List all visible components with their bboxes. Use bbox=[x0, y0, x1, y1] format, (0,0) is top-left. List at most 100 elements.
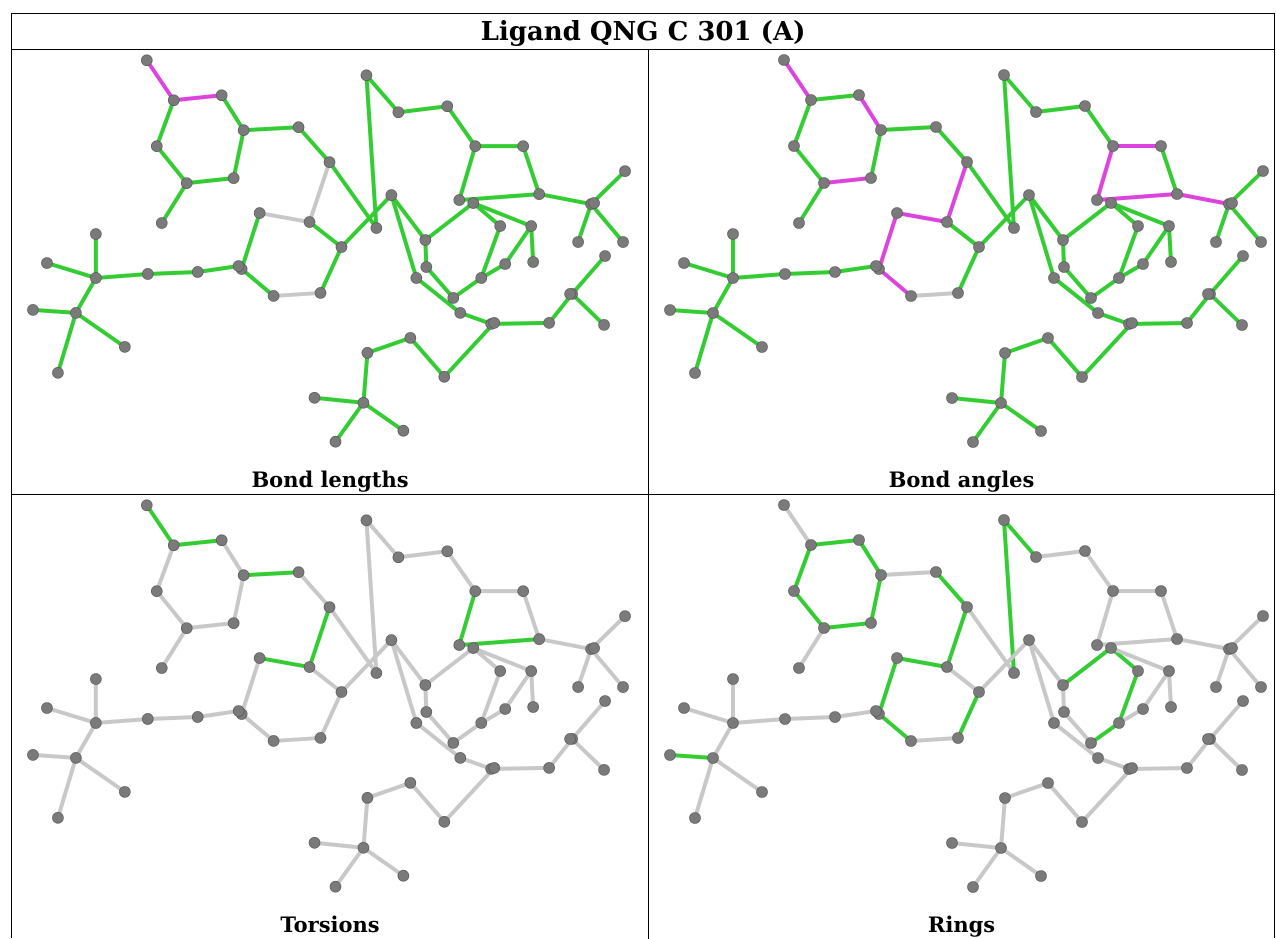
atom bbox=[499, 258, 512, 270]
bond-VW bbox=[414, 720, 463, 760]
bond-ffx bbox=[159, 626, 189, 671]
bond-IK bbox=[55, 310, 78, 375]
bond-hi bbox=[934, 570, 969, 609]
bond-aiaj bbox=[312, 840, 366, 850]
bond-Uad bbox=[529, 669, 536, 709]
atom bbox=[27, 304, 39, 316]
bond-PQ bbox=[1117, 669, 1140, 725]
atom bbox=[454, 752, 467, 764]
atom bbox=[967, 881, 979, 893]
atom bbox=[90, 673, 102, 685]
atom bbox=[438, 816, 451, 828]
atom bbox=[370, 222, 383, 234]
atom bbox=[1202, 733, 1214, 745]
bond-aial bbox=[333, 845, 366, 889]
atom bbox=[488, 317, 501, 329]
bond-IL bbox=[711, 756, 764, 794]
bond-aial bbox=[333, 400, 366, 444]
bond-pq bbox=[364, 518, 379, 676]
atom bbox=[232, 705, 245, 717]
bond-FD bbox=[93, 271, 150, 280]
bond-ahai bbox=[999, 351, 1007, 405]
bond-MV bbox=[389, 638, 419, 725]
atom bbox=[1023, 189, 1035, 201]
bond-ab bbox=[144, 58, 176, 103]
atom bbox=[267, 290, 280, 302]
atom bbox=[930, 121, 942, 133]
atom bbox=[905, 735, 917, 747]
bond-kl bbox=[877, 656, 899, 716]
bond-hi bbox=[296, 125, 332, 165]
bond-dh bbox=[241, 570, 301, 578]
atom bbox=[1057, 234, 1069, 246]
bond-no bbox=[956, 690, 981, 740]
bond-aiak bbox=[361, 845, 406, 878]
atom bbox=[891, 652, 903, 664]
bond-DE bbox=[44, 260, 98, 280]
bond-qr bbox=[364, 73, 401, 115]
bond-wt bbox=[457, 144, 478, 203]
atom bbox=[572, 236, 584, 248]
bond-aeaf bbox=[1080, 321, 1134, 379]
bond-st bbox=[445, 104, 478, 149]
bond-HG bbox=[833, 264, 878, 274]
atom bbox=[357, 396, 370, 409]
atom bbox=[829, 266, 841, 278]
atom bbox=[689, 812, 701, 824]
atom bbox=[1030, 551, 1042, 563]
atom bbox=[1236, 319, 1248, 331]
bond-GF bbox=[145, 714, 200, 721]
atom bbox=[475, 717, 488, 729]
bond-st bbox=[1083, 549, 1115, 593]
bond-de bbox=[869, 128, 883, 180]
atom bbox=[779, 713, 791, 725]
bond-kl bbox=[239, 656, 262, 716]
bond-GF bbox=[783, 715, 837, 721]
atom bbox=[1132, 665, 1144, 677]
atom bbox=[793, 662, 805, 674]
bond-Uad bbox=[1167, 669, 1173, 709]
atom bbox=[1057, 679, 1069, 691]
atom bbox=[998, 69, 1010, 81]
bond-gb bbox=[792, 543, 813, 593]
bond-NO bbox=[423, 646, 476, 688]
atom bbox=[191, 266, 204, 278]
bond-bc bbox=[809, 538, 861, 547]
bond-afag bbox=[1046, 336, 1084, 379]
atom bbox=[829, 711, 841, 723]
atom bbox=[385, 189, 398, 201]
atom bbox=[370, 667, 383, 679]
atom bbox=[1035, 870, 1047, 882]
bond-ij bbox=[945, 605, 969, 669]
bond-ij bbox=[945, 160, 969, 224]
bond-dh bbox=[879, 570, 938, 577]
atom bbox=[805, 94, 817, 106]
bond-aeaf bbox=[442, 765, 497, 824]
atom bbox=[323, 601, 336, 613]
atom bbox=[1085, 737, 1097, 749]
bond-de bbox=[231, 128, 246, 181]
atom bbox=[543, 762, 555, 774]
bond-xA bbox=[1227, 202, 1263, 244]
atom bbox=[361, 347, 374, 359]
bond-XY bbox=[1127, 766, 1189, 771]
atom bbox=[441, 100, 454, 113]
atom bbox=[891, 207, 903, 219]
atom bbox=[853, 89, 865, 101]
bond-gb bbox=[154, 98, 176, 149]
bond-cd bbox=[857, 538, 883, 577]
bond-mn bbox=[909, 736, 960, 743]
atom bbox=[227, 172, 240, 184]
atom bbox=[292, 121, 305, 133]
bond-wt bbox=[1095, 144, 1115, 202]
ligand-figure: Ligand QNG C 301 (A) Bond lengths Bond a… bbox=[11, 13, 1275, 939]
molecule-torsions bbox=[27, 499, 631, 893]
atom bbox=[865, 617, 877, 629]
atom bbox=[1092, 307, 1104, 319]
bond-aeaf bbox=[442, 320, 497, 379]
bond-aiaj bbox=[950, 396, 1003, 405]
atom bbox=[155, 662, 168, 674]
bond-aial bbox=[971, 401, 1003, 444]
bond-bc bbox=[171, 538, 224, 548]
bond-fg bbox=[792, 589, 826, 630]
